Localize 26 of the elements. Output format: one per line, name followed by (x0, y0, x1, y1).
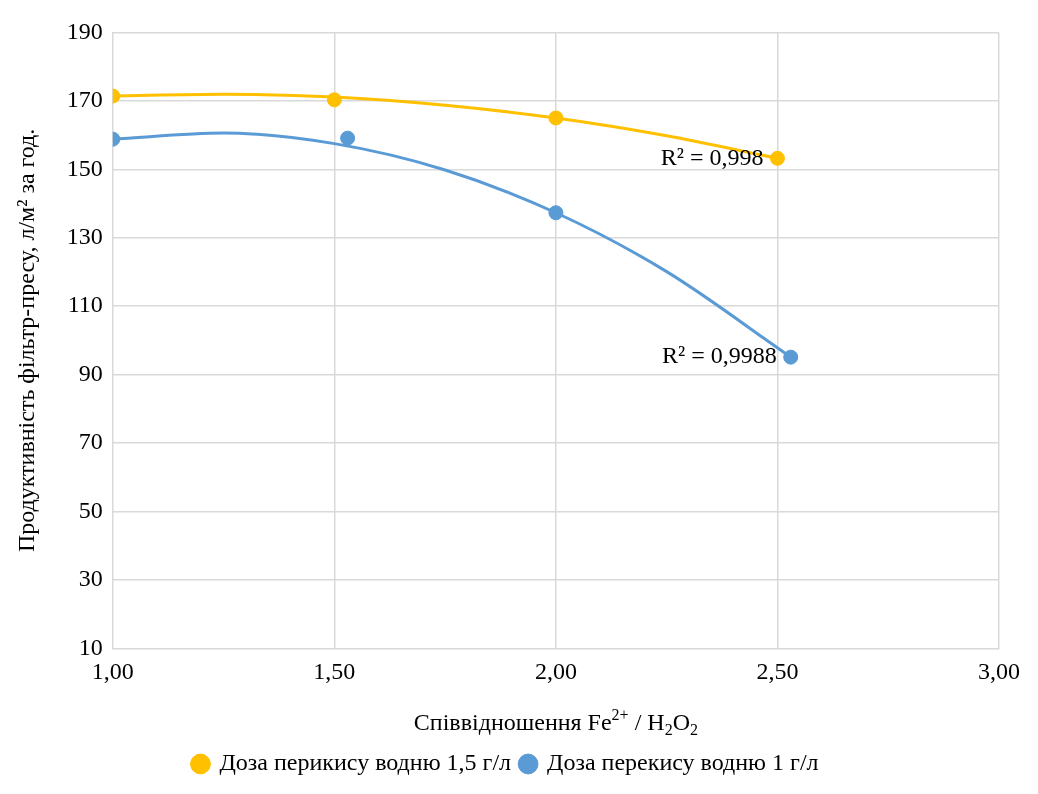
y-tick-label: 190 (66, 17, 103, 44)
y-axis-title: Продуктивність фільтр-пресу, л/м² за год. (13, 128, 40, 553)
y-tick-label: 70 (78, 428, 103, 455)
legend-label: Доза перикису водню 1,5 г/л (219, 749, 512, 776)
x-tick-label: 2,00 (534, 658, 577, 685)
x-tick-label: 1,00 (91, 658, 134, 685)
point (769, 150, 785, 166)
x-tick-label: 1,50 (313, 658, 356, 685)
legend-label: Доза перекису водню 1 г/л (547, 749, 819, 776)
x-tick-label: 2,50 (756, 658, 799, 685)
annotation: R² = 0,9988 (662, 342, 777, 369)
point (548, 205, 564, 221)
y-tick-label: 130 (66, 223, 103, 250)
x-tick-label: 3,00 (978, 658, 1020, 685)
point (548, 110, 564, 126)
annotation: R² = 0,998 (660, 143, 764, 170)
y-tick-label: 170 (66, 86, 103, 113)
y-tick-label: 30 (78, 565, 103, 592)
y-tick-label: 50 (78, 496, 103, 523)
point (326, 92, 342, 108)
point (340, 130, 356, 146)
y-tick-label: 10 (78, 633, 103, 660)
y-tick-label: 110 (67, 291, 103, 318)
point (783, 349, 799, 365)
y-tick-label: 150 (66, 154, 103, 181)
y-tick-label: 90 (78, 359, 103, 386)
